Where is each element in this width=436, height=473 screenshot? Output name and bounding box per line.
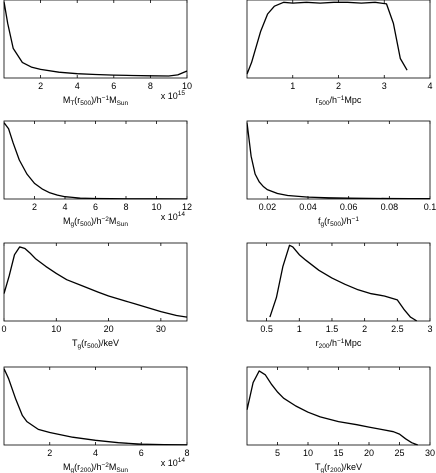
panel-2: 1 2 3 4 r500​/h−1​Mpc [246,0,433,107]
panel-8: 5 10 15 20 25 30 Tg​(r200​)/keV [246,366,435,473]
x-tick-label: 30 [425,448,435,458]
distribution-curve [269,244,418,322]
x-tick-label: 12 [182,202,192,212]
axes-frame [246,242,431,322]
x-tick-label: 6 [93,202,98,212]
x-tick-label: 2 [38,81,43,91]
axis-multiplier: x 1014 [161,211,186,222]
x-tick-label: 2 [47,448,52,458]
panel-3: 2 4 6 8 10 12 Mg​(r500​)/h−2​MSun​ x 1014 [3,120,192,228]
x-tick-label: 8 [148,81,153,91]
x-axis-label: Tg​(r200​)/keV [315,462,362,473]
x-tick-label: 4 [427,81,432,91]
x-tick-label: 20 [104,324,114,334]
x-axis-label: Tg​(r500​)/keV [72,338,119,350]
x-tick-label: 2 [336,81,341,91]
x-axis-label: r200​/h−1​Mpc [316,338,362,350]
axes-frame [3,366,188,446]
axes-frame [246,120,431,200]
distribution-curve [246,122,431,200]
x-tick-label: 3 [382,81,387,91]
x-tick-label: 8 [123,202,128,212]
x-tick-label: 4 [93,448,98,458]
distribution-curve [3,246,188,318]
x-axis-label: MT​(r500​)/h−1​MSun​ [63,95,129,107]
panel-6: 0.5 1 1.5 2 2.5 3 r200​/h−1​Mpc [246,242,433,350]
x-tick-label: 6 [111,81,116,91]
x-axis-label: Mg​(r500​)/h−2​MSun​ [63,216,128,228]
x-tick-label: 0.06 [340,202,358,212]
x-tick-label: 10 [182,81,192,91]
distribution-curve [246,1,408,75]
x-tick-label: 0.02 [259,202,277,212]
distribution-curve [3,368,188,446]
x-axis-label: fg​(r500​)/h−1​ [318,216,359,228]
axes-frame [3,0,188,79]
x-tick-label: 15 [333,448,343,458]
x-tick-label: 2 [362,324,367,334]
axes-frame [3,120,188,200]
x-tick-label: 0.1 [424,202,436,212]
x-tick-label: 0.08 [381,202,399,212]
x-tick-label: 6 [139,448,144,458]
axis-multiplier: x 1015 [161,90,186,101]
distribution-curve [3,1,188,77]
x-tick-label: 10 [51,324,61,334]
axis-multiplier: x 1014 [161,457,186,468]
x-tick-label: 3 [427,324,432,334]
x-tick-label: 30 [156,324,166,334]
x-axis-label: Mg​(r200​)/h−2​MSun​ [63,462,128,473]
distribution-curve [3,122,188,200]
x-tick-label: 0.04 [299,202,317,212]
x-tick-label: 10 [151,202,161,212]
x-tick-label: 4 [75,81,80,91]
x-tick-label: 2.5 [391,324,404,334]
x-tick-label: 25 [394,448,404,458]
panel-1: 2 4 6 8 10 MT​(r500​)/h−1​MSun​ x 1015 [3,0,192,107]
panel-4: 0.02 0.04 0.06 0.08 0.1 fg​(r500​)/h−1​ [246,120,436,228]
panel-7: 2 4 6 8 Mg​(r200​)/h−2​MSun​ x 1014 [3,366,190,473]
x-tick-label: 20 [364,448,374,458]
x-axis-label: r500​/h−1​Mpc [316,95,362,107]
x-tick-label: 5 [275,448,280,458]
distribution-curve [246,370,419,446]
x-tick-label: 1 [297,324,302,334]
x-tick-label: 0.5 [260,324,273,334]
x-tick-label: 1.5 [326,324,339,334]
x-tick-label: 0 [1,324,6,334]
axes-frame [246,366,431,446]
axes-frame [246,0,431,79]
axes-frame [3,242,188,322]
panel-5: 0 10 20 30 Tg​(r500​)/keV [1,242,188,350]
x-tick-label: 2 [32,202,37,212]
x-tick-label: 10 [303,448,313,458]
x-tick-label: 4 [62,202,67,212]
x-tick-label: 8 [184,448,189,458]
x-tick-label: 1 [290,81,295,91]
